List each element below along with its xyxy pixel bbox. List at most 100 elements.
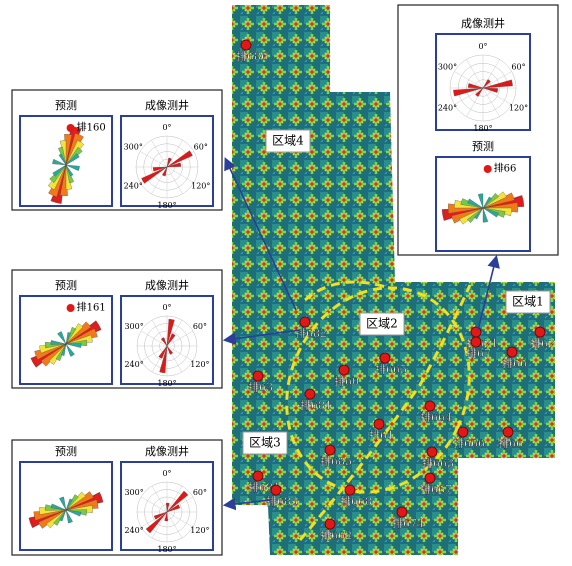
rose-petal <box>166 490 189 513</box>
rose-petal <box>65 323 84 345</box>
well-label: 排160 <box>77 121 106 134</box>
well-marker <box>483 165 492 173</box>
well-label: 排60 <box>334 374 359 388</box>
polar-grid <box>454 71 484 89</box>
well-marker <box>424 400 436 412</box>
polar-grid <box>166 485 183 513</box>
well-label: 排61 <box>369 428 394 442</box>
angle-label: 240° <box>124 360 143 369</box>
rose-petal <box>164 511 168 522</box>
angle-label: 300° <box>124 488 143 497</box>
rose-petal <box>166 162 182 168</box>
rose-petal <box>59 509 67 522</box>
rose-petal <box>482 207 489 223</box>
rose-petal <box>65 164 80 171</box>
well-label: 排681 <box>300 398 332 412</box>
rose-petal <box>40 343 67 367</box>
rose-petal <box>141 166 168 184</box>
well-marker <box>424 472 436 484</box>
panel-title: 成像测井 <box>145 444 189 458</box>
rose-petal <box>58 153 67 166</box>
region-label-box <box>359 312 405 336</box>
rose-petal <box>166 318 175 347</box>
rose-petal <box>166 504 181 513</box>
angle-label: 60° <box>511 63 525 72</box>
rose-petal <box>65 332 71 345</box>
polar-grid <box>140 345 168 362</box>
rose-petal <box>57 331 67 345</box>
angle-label: 180° <box>157 201 176 210</box>
rose-petal <box>52 164 67 177</box>
well-label: 排67 <box>530 336 555 350</box>
well-marker <box>304 388 316 400</box>
rose-petal <box>50 340 67 345</box>
rose-petal <box>482 196 492 209</box>
polar-grid <box>482 87 512 105</box>
region-label-box <box>242 431 288 455</box>
well-marker <box>470 336 482 348</box>
well-label: 排668 <box>340 494 372 508</box>
well-marker <box>299 316 311 328</box>
well-marker <box>324 444 336 456</box>
region-label: 区域4 <box>272 134 304 148</box>
angle-label: 300° <box>124 143 143 152</box>
rose-petal <box>153 511 168 520</box>
angle-label: 60° <box>194 143 208 152</box>
panel-title: 成像测井 <box>145 278 189 292</box>
well-marker <box>324 518 336 530</box>
rose-petal <box>166 157 172 168</box>
rose-petal <box>64 134 73 166</box>
angle-label: 0° <box>162 469 171 478</box>
rose-petal <box>46 509 67 529</box>
well-marker <box>252 370 264 382</box>
polar-grid <box>151 140 168 168</box>
well-marker <box>252 470 264 482</box>
rose-petal <box>52 159 67 166</box>
rose-petal <box>65 328 98 345</box>
angle-label: 0° <box>478 42 487 51</box>
region-label: 区域2 <box>366 317 398 331</box>
well-marker <box>426 446 438 458</box>
rose-petal <box>152 166 168 172</box>
survey-area <box>232 5 555 555</box>
panel-title: 预测 <box>55 445 77 458</box>
polar-grid <box>166 511 194 528</box>
rose-petal <box>166 333 176 347</box>
rose-petal <box>482 79 513 89</box>
rose-petal <box>482 193 499 209</box>
polar-grid <box>166 330 194 347</box>
panel-title: 成像测井 <box>145 98 189 112</box>
polar-grid <box>140 330 168 347</box>
rose-petal <box>159 345 168 374</box>
polar-grid <box>151 485 168 513</box>
well-marker <box>506 346 518 358</box>
angle-label: 240° <box>124 526 143 535</box>
angle-label: 120° <box>190 360 209 369</box>
polar-grid <box>151 511 168 539</box>
panel-title: 预测 <box>55 279 77 292</box>
rose-petal <box>65 153 80 166</box>
rose-petal <box>65 164 74 177</box>
region-label: 区域3 <box>249 436 281 450</box>
rose-petal <box>65 327 77 345</box>
well-label: 排63 <box>248 380 273 394</box>
angle-label: 180° <box>157 379 176 388</box>
well-marker <box>338 364 350 376</box>
rose-petal <box>65 343 82 348</box>
rose-petal <box>59 496 67 511</box>
well-label: 排665 <box>375 362 407 376</box>
rose-petal <box>482 87 498 93</box>
region-label: 区域1 <box>512 295 544 309</box>
rose-petal <box>65 321 92 345</box>
well-label: 排685 <box>320 454 352 468</box>
well-label: 排667 <box>420 482 452 496</box>
region-label-box <box>265 129 311 153</box>
polar-grid <box>466 59 484 89</box>
panel-title: 预测 <box>472 140 494 153</box>
rose-petal <box>65 343 75 357</box>
rose-petal <box>467 198 484 209</box>
well-label: 排662 <box>320 528 352 542</box>
rose-petal <box>468 83 484 89</box>
